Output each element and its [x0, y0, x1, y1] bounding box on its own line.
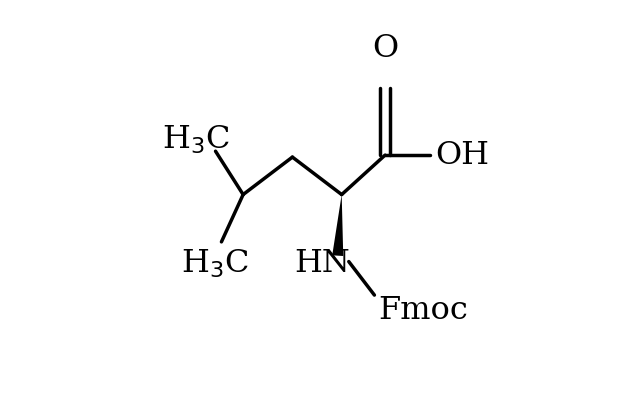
- Text: H$_3$C: H$_3$C: [163, 123, 230, 156]
- Text: HN: HN: [294, 248, 350, 279]
- Text: H$_3$C: H$_3$C: [181, 247, 249, 280]
- Polygon shape: [332, 195, 343, 256]
- Text: Fmoc: Fmoc: [378, 295, 468, 326]
- Text: OH: OH: [435, 140, 489, 171]
- Text: O: O: [372, 33, 398, 64]
